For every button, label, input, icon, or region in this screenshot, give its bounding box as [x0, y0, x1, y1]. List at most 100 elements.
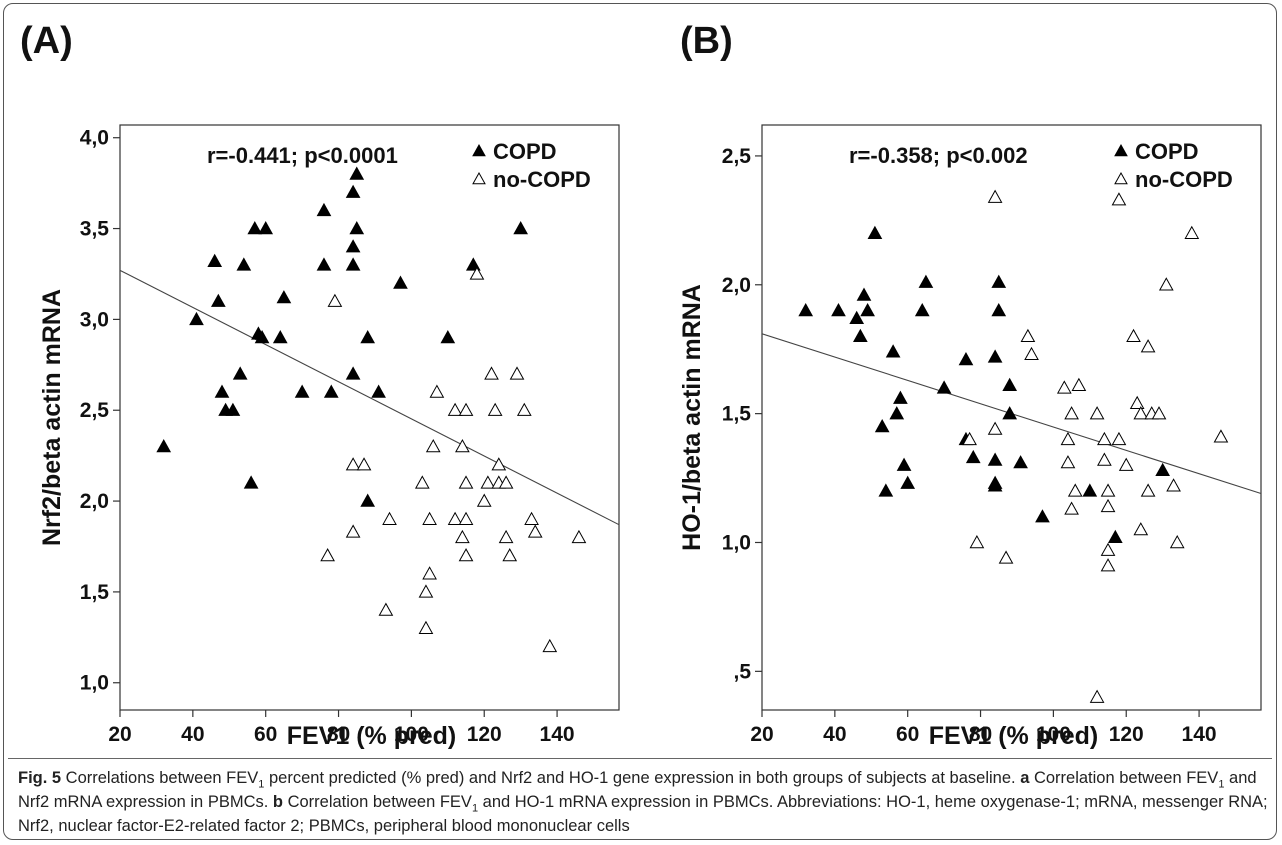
no-copd-point — [1089, 689, 1105, 703]
copd-point — [878, 483, 894, 497]
panel-label-a: (A) — [20, 20, 73, 62]
copd-point — [1035, 509, 1050, 523]
copd-point — [214, 384, 230, 398]
caption-divider — [8, 758, 1272, 759]
copd-point — [1002, 377, 1018, 391]
copd-point — [258, 221, 274, 235]
x-tick-label: 80 — [327, 723, 350, 746]
no-copd-point — [969, 534, 985, 549]
no-copd-point — [1024, 346, 1039, 361]
y-tick-label: 3,5 — [80, 218, 110, 241]
y-tick-label: 2,5 — [722, 145, 752, 168]
copd-point — [316, 202, 332, 217]
y-tick-label: 1,0 — [80, 672, 109, 695]
copd-point — [247, 221, 263, 235]
figure-caption: Fig. 5 Correlations between FEV1 percent… — [18, 766, 1268, 838]
regression-line — [119, 269, 620, 526]
no-copd-point — [382, 511, 397, 525]
y-axis-label: Nrf2/beta actin mRNA — [38, 289, 66, 546]
caption-text-1: Correlations between FEV — [61, 769, 259, 787]
caption-sub-2: 1 — [1218, 778, 1225, 791]
no-copd-point — [1100, 483, 1116, 497]
no-copd-point — [1169, 534, 1185, 549]
no-copd-point — [345, 524, 361, 538]
y-tick-label: 2,5 — [80, 399, 110, 422]
no-copd-point — [1166, 478, 1181, 492]
y-tick-label: 2,0 — [722, 274, 751, 297]
no-copd-point — [418, 620, 434, 634]
copd-point — [349, 166, 365, 180]
x-tick-label: 40 — [823, 723, 846, 746]
legend-label-copd: COPD — [1135, 139, 1199, 164]
copd-point — [1107, 529, 1123, 544]
y-tick-label: 1,0 — [722, 531, 751, 554]
x-tick-label: 60 — [254, 723, 277, 746]
copd-point — [513, 221, 529, 235]
copd-point — [349, 221, 365, 235]
chart-b: ,5 1,0 1,5 2,0 2,5 20 40 60 80 100 120 140 FEV1 (% p… — [678, 124, 1262, 750]
no-copd-point — [1089, 406, 1105, 420]
copd-point — [360, 493, 376, 507]
no-copd-point — [1064, 406, 1079, 420]
caption-sub-3: 1 — [471, 802, 479, 815]
copd-point — [272, 330, 288, 344]
no-copd-point — [1100, 542, 1116, 556]
y-tick-label: 1,5 — [722, 403, 752, 426]
no-copd-point — [455, 439, 470, 453]
copd-point — [276, 290, 292, 304]
copd-point — [323, 384, 339, 398]
copd-point — [316, 257, 332, 271]
no-copd-point — [484, 366, 499, 380]
no-copd-point — [987, 189, 1003, 203]
no-copd-point — [498, 475, 514, 489]
copd-point — [1082, 483, 1098, 497]
caption-text-6: and HO-1 mRNA expression in PBMCs. Abbre… — [18, 793, 1268, 835]
no-copd-point — [987, 421, 1003, 435]
no-copd-point — [1140, 339, 1156, 353]
caption-b-label: b — [272, 793, 283, 811]
legend-label-no-copd: no-COPD — [493, 167, 591, 192]
y-tick-label: ,5 — [733, 660, 751, 683]
no-copd-point — [962, 431, 977, 446]
x-tick-label: 80 — [969, 723, 992, 746]
no-copd-point — [524, 511, 539, 525]
copd-point — [210, 293, 226, 307]
no-copd-point — [487, 402, 503, 416]
x-tick-label: 20 — [750, 723, 773, 746]
copd-point — [440, 330, 456, 344]
no-copd-point — [345, 457, 361, 471]
x-tick-label: 120 — [1109, 723, 1144, 746]
copd-point — [991, 303, 1007, 317]
copd-point — [849, 310, 865, 324]
no-copd-point — [571, 529, 587, 544]
no-copd-point — [1126, 328, 1141, 343]
caption-text-3: Correlation between FEV — [1029, 769, 1219, 787]
no-copd-point — [422, 566, 437, 580]
no-copd-point — [491, 457, 507, 471]
legend-marker-copd — [1114, 143, 1128, 157]
no-copd-point — [1184, 225, 1200, 239]
caption-sub-1: 1 — [258, 778, 265, 791]
legend-label-copd: COPD — [493, 139, 557, 164]
copd-point — [856, 287, 872, 301]
no-copd-point — [320, 548, 335, 562]
x-tick-label: 40 — [181, 723, 204, 746]
copd-point — [294, 384, 310, 398]
copd-point — [345, 239, 361, 253]
no-copd-point — [455, 529, 470, 544]
copd-point — [225, 402, 241, 416]
copd-point — [987, 452, 1003, 466]
panel-label-b: (B) — [680, 20, 733, 62]
no-copd-point — [527, 524, 543, 538]
no-copd-point — [1060, 455, 1076, 469]
no-copd-point — [998, 550, 1014, 564]
no-copd-point — [414, 475, 430, 489]
copd-point — [1013, 455, 1028, 469]
caption-text-2: percent predicted (% pred) and Nrf2 and … — [264, 769, 1021, 787]
copd-point — [918, 274, 934, 288]
copd-point — [360, 330, 376, 344]
copd-point — [965, 449, 981, 464]
no-copd-point — [429, 384, 445, 398]
plot-area-a — [119, 124, 620, 711]
y-tick-label: 1,5 — [80, 581, 110, 604]
